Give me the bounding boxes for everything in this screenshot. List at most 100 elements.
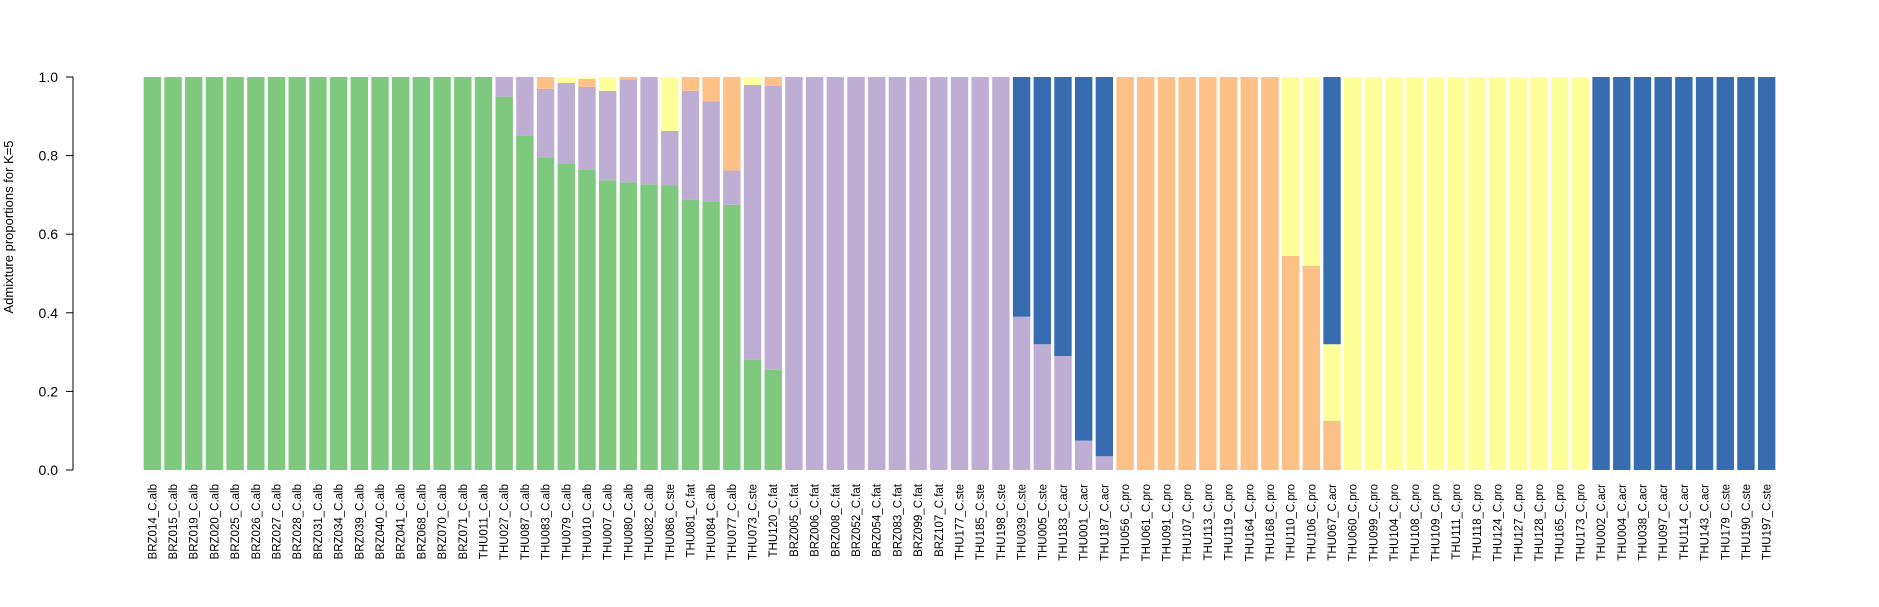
x-tick-label: THU173_C.pro — [1575, 484, 1587, 561]
y-tick-label: 0.2 — [39, 383, 59, 399]
bar-segment-cluster-2 — [557, 82, 575, 164]
bar-segment-cluster-4 — [1426, 77, 1445, 470]
bar-stack — [329, 77, 348, 470]
bar-segment-cluster-1 — [661, 185, 679, 470]
bar-stack — [909, 77, 927, 470]
x-tick-label: BRZ099_C.fat — [913, 483, 925, 557]
bar-stack — [1426, 77, 1445, 470]
bar-segment-cluster-4 — [743, 77, 762, 85]
bar-stack — [309, 77, 327, 470]
x-tick-label: THU038_C.acr — [1637, 484, 1649, 561]
bar-stack — [1240, 77, 1258, 470]
bar-stack — [1116, 77, 1134, 470]
bar-stack — [1447, 77, 1465, 470]
bar-segment-cluster-4 — [1385, 77, 1403, 470]
bar-stack — [661, 77, 679, 470]
bar-stack — [1468, 77, 1486, 470]
x-tick-label: THU081_C.fat — [685, 483, 697, 557]
x-tick-label: BRZ008_C.fat — [830, 483, 842, 557]
x-tick-label: THU061_C.pro — [1141, 484, 1153, 561]
bar-stack — [516, 77, 534, 470]
bar-segment-cluster-1 — [557, 163, 575, 470]
bar-stack — [681, 77, 700, 470]
bar-stack — [1364, 77, 1383, 470]
bar-segment-cluster-3 — [1199, 77, 1217, 470]
bar-segment-cluster-2 — [723, 170, 741, 205]
bar-stack — [992, 77, 1010, 470]
bar-segment-cluster-1 — [516, 135, 534, 470]
bar-stack — [1054, 77, 1072, 470]
bar-stack — [702, 77, 720, 470]
x-tick-label: THU080_C.alb — [623, 484, 635, 560]
bar-segment-cluster-1 — [764, 369, 782, 470]
bar-segment-cluster-2 — [536, 88, 555, 158]
bar-segment-cluster-2 — [785, 77, 803, 470]
bar-segment-cluster-5 — [1074, 77, 1093, 441]
bar-segment-cluster-2 — [909, 77, 927, 470]
bar-stack — [950, 77, 969, 470]
bar-segment-cluster-1 — [143, 77, 162, 470]
x-tick-label: THU190_C.ste — [1741, 484, 1753, 560]
bar-segment-cluster-4 — [557, 77, 575, 83]
x-tick-label: THU086_C.ste — [665, 484, 677, 560]
x-tick-label: BRZ039_C.alb — [354, 484, 366, 559]
x-tick-label: THU007_C.alb — [603, 484, 615, 560]
bar-segment-cluster-1 — [578, 169, 596, 471]
x-tick-label: BRZ026_C.alb — [251, 484, 263, 559]
bar-stack — [1281, 77, 1300, 470]
bar-stack — [474, 77, 493, 470]
bar-stack — [1488, 77, 1507, 470]
bar-segment-cluster-4 — [1571, 77, 1590, 470]
bar-segment-cluster-2 — [847, 77, 865, 470]
bar-stack — [805, 77, 824, 470]
bar-segment-cluster-3 — [1281, 255, 1300, 470]
x-tick-label: THU104_C.pro — [1389, 484, 1401, 561]
bar-segment-cluster-2 — [1033, 344, 1051, 470]
bar-segment-cluster-3 — [1116, 77, 1134, 470]
x-tick-label: THU109_C.pro — [1431, 484, 1443, 561]
bar-segment-cluster-5 — [1323, 77, 1341, 345]
bar-stack — [578, 77, 596, 471]
bar-segment-cluster-5 — [1737, 77, 1755, 470]
bar-segment-cluster-2 — [868, 77, 886, 470]
bar-segment-cluster-1 — [433, 77, 451, 470]
y-axis-title: Admixture proportions for K=5 — [1, 140, 16, 313]
x-tick-label: THU107_C.pro — [1182, 484, 1194, 561]
bar-stack — [1302, 77, 1321, 470]
bar-stack — [143, 77, 162, 470]
x-tick-label: THU187_C.acr — [1099, 484, 1111, 561]
x-tick-label: BRZ071_C.alb — [458, 484, 470, 559]
bar-segment-cluster-3 — [1302, 265, 1321, 470]
x-tick-label: THU183_C.acr — [1058, 484, 1070, 561]
y-tick-label: 1.0 — [39, 69, 59, 85]
bar-segment-cluster-4 — [1530, 77, 1548, 470]
y-axis: 0.0 0.2 0.4 0.6 0.8 1.0 — [39, 69, 74, 478]
x-tick-label: THU124_C.pro — [1493, 484, 1505, 561]
bar-segment-cluster-3 — [1157, 77, 1176, 470]
bar-segment-cluster-3 — [723, 77, 741, 171]
x-tick-label: BRZ020_C.alb — [209, 484, 221, 559]
bar-segment-cluster-2 — [681, 90, 700, 200]
x-tick-label: THU091_C.pro — [1161, 484, 1173, 561]
bar-segment-cluster-1 — [723, 204, 741, 470]
bar-segment-cluster-2 — [702, 101, 720, 202]
bar-segment-cluster-2 — [764, 86, 782, 370]
bar-segment-cluster-2 — [1012, 316, 1031, 470]
bar-segment-cluster-1 — [247, 77, 265, 470]
bar-segment-cluster-5 — [1054, 77, 1072, 357]
bar-segment-cluster-4 — [1468, 77, 1486, 470]
x-tick-label: THU111_C.pro — [1451, 484, 1463, 560]
x-tick-label: THU128_C.pro — [1534, 484, 1546, 561]
x-tick-label: THU004_C.acr — [1617, 484, 1629, 561]
x-tick-label: THU127_C.pro — [1513, 484, 1525, 561]
x-tick-label: THU099_C.pro — [1368, 484, 1380, 561]
bar-segment-cluster-3 — [578, 78, 596, 87]
bar-segment-cluster-1 — [185, 77, 203, 470]
x-tick-label: BRZ040_C.alb — [375, 484, 387, 559]
bar-stack — [1716, 77, 1734, 470]
bar-stack — [1095, 77, 1114, 470]
x-tick-label: THU083_C.alb — [541, 484, 553, 560]
x-tick-label: THU113_C.pro — [1203, 484, 1215, 561]
bar-segment-cluster-5 — [1592, 77, 1610, 470]
bar-segment-cluster-1 — [412, 77, 431, 470]
